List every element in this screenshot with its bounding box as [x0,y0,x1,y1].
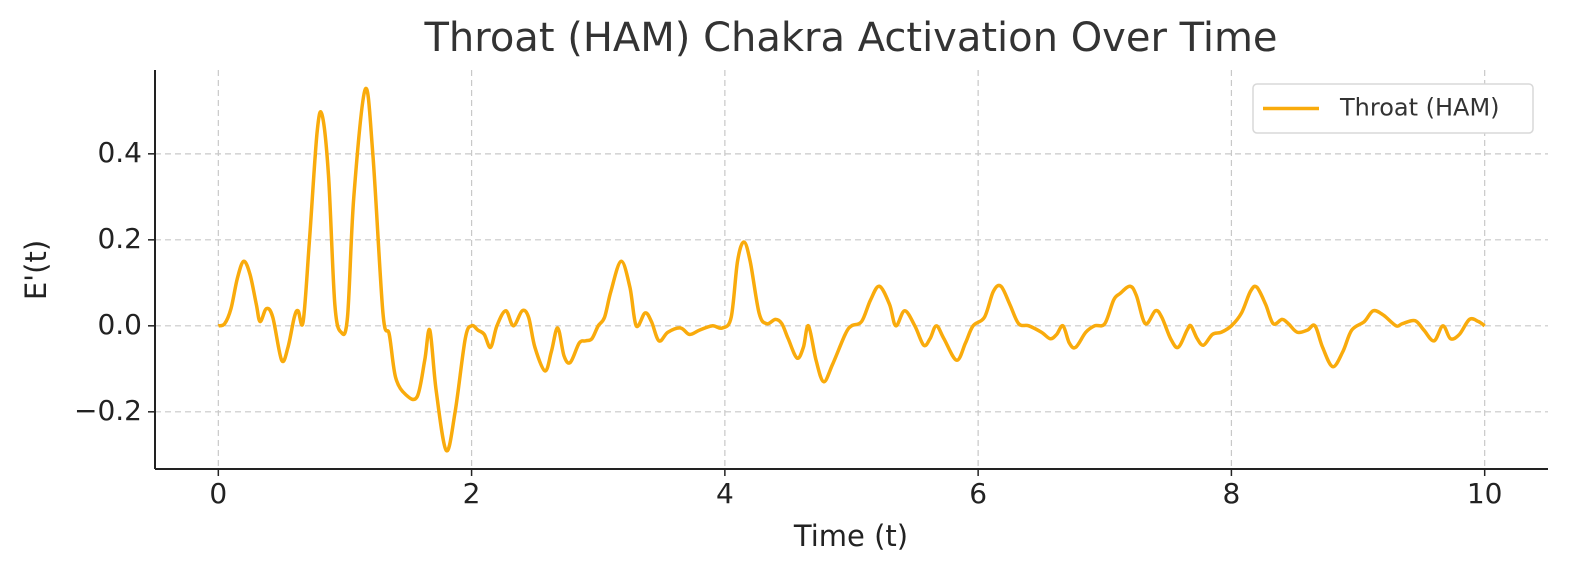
y-tick-label: 0.0 [97,308,142,341]
x-tick-label: 4 [716,477,734,510]
legend-label: Throat (HAM) [1339,94,1500,122]
y-tick-label: −0.2 [74,394,142,427]
x-tick-label: 2 [463,477,481,510]
data-line [217,86,1486,453]
x-tick-label: 8 [1222,477,1240,510]
chart-title: Throat (HAM) Chakra Activation Over Time [423,15,1277,61]
x-axis-label: Time (t) [793,519,908,553]
x-tick-label: 10 [1467,477,1503,510]
legend-box [1252,83,1534,134]
y-tick-label: 0.2 [97,222,142,255]
y-tick-label: 0.4 [97,136,142,169]
y-axis-label: E'(t) [19,240,53,300]
x-tick-label: 6 [969,477,987,510]
x-tick-label: 0 [209,477,227,510]
